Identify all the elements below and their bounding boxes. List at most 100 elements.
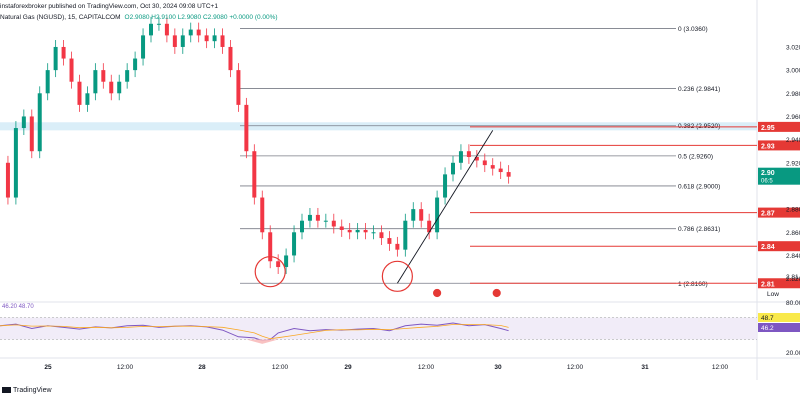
x-tick-label: 12:00 (567, 364, 584, 371)
symbol-title[interactable]: Natural Gas (NGUSD), 15, CAPITALCOM (0, 14, 121, 21)
candle-body (490, 165, 495, 169)
red-level-tag (758, 121, 800, 132)
candle-body (474, 157, 479, 161)
candle-body (307, 214, 312, 221)
y-tick-label: 2.960 (786, 114, 800, 121)
candle-body (77, 81, 82, 105)
x-tick-label: 25 (44, 364, 52, 371)
candle-body (37, 93, 42, 152)
red-level-tag-text: 2.87 (761, 211, 775, 218)
candle-body (276, 261, 281, 268)
red-level-tag (758, 241, 800, 252)
candle-body (244, 104, 249, 152)
candle-body (292, 232, 297, 256)
candle-body (164, 23, 169, 36)
rsi-oversold-fill (246, 339, 279, 344)
candle-body (435, 197, 440, 233)
y-tick-label: 2.820 (786, 276, 800, 283)
candle-body (196, 29, 201, 36)
red-level-tag-text: 2.95 (761, 125, 775, 132)
candle-body (498, 168, 503, 173)
candle-body (149, 23, 153, 36)
candle-body (29, 116, 34, 152)
fib-level-label: 0.618 (2.9000) (678, 183, 720, 190)
rsi-tag-text: 46.2 (761, 325, 774, 332)
candle-body (5, 162, 10, 198)
fib-level-label: 1 (2.8160) (678, 281, 708, 288)
symbol-line: Natural Gas (NGUSD), 15, CAPITALCOM O2.90… (0, 14, 278, 21)
rsi-tick-bottom: 20.00 (786, 350, 800, 357)
candle-body (419, 209, 424, 221)
candle-body (220, 35, 225, 47)
y-tick-label: 3.000 (786, 68, 800, 75)
candle-body (284, 255, 289, 268)
candle-body (323, 220, 328, 222)
candle-body (363, 229, 368, 233)
candle-body (387, 238, 392, 244)
highlight-circle (381, 260, 413, 292)
candle-body (188, 29, 193, 36)
current-price-text: 2.90 (761, 170, 775, 177)
candle-body (117, 81, 122, 94)
low-price-label: 2.81 (786, 274, 799, 281)
candle-body (347, 229, 352, 233)
candle-body (172, 35, 177, 47)
fib-level-label: 0.236 (2.9841) (678, 86, 720, 93)
x-tick-label: 12:00 (272, 364, 289, 371)
candle-body (371, 232, 376, 234)
candle-body (204, 35, 209, 42)
rsi-tick-top: 80.00 (786, 300, 800, 307)
us-flag-event-icon (432, 288, 443, 298)
candle-body (101, 70, 106, 82)
candle-body (180, 35, 185, 47)
y-tick-label: 2.860 (786, 230, 800, 237)
candle-body (228, 46, 233, 71)
candle-body (260, 197, 265, 233)
low-label: Low (767, 291, 779, 298)
red-level-tag (758, 140, 800, 151)
candle-body (411, 209, 416, 221)
x-tick-label: 12:00 (117, 364, 134, 371)
candle-body (482, 160, 487, 166)
red-level-tag (758, 278, 800, 289)
candle-body (69, 58, 74, 82)
candle-body (252, 151, 257, 198)
red-level-tag-text: 2.81 (761, 281, 775, 288)
candle-body (315, 214, 320, 221)
y-tick-label: 2.920 (786, 160, 800, 167)
rsi-ma-tag-text: 48.7 (761, 315, 774, 322)
candle-body (156, 23, 161, 25)
candle-body (125, 70, 130, 82)
candle-body (427, 220, 432, 233)
candle-body (93, 70, 98, 94)
us-flag-event-icon (491, 288, 502, 298)
x-tick-label: 12:00 (418, 364, 435, 371)
candle-body (236, 70, 241, 105)
rsi-ma-tag (758, 313, 800, 322)
fib-level-label: 0 (3.0360) (678, 26, 708, 33)
candle-body (85, 93, 90, 105)
candle-body (300, 220, 304, 233)
candle-body (212, 35, 217, 42)
support-zone (0, 122, 757, 131)
highlight-circle (254, 256, 286, 288)
candle-body (109, 81, 114, 94)
footer-brand[interactable]: TradingView (2, 387, 52, 394)
candle-body (268, 232, 273, 262)
candle-body (339, 226, 344, 230)
publisher-line: instaforexbroker published on TradingVie… (0, 3, 218, 10)
candle-body (133, 58, 138, 71)
red-level-tag-text: 2.93 (761, 143, 775, 150)
candle-body (53, 46, 58, 71)
y-tick-label: 2.940 (786, 137, 800, 144)
candle-body (443, 174, 448, 198)
candle-body (458, 151, 463, 163)
y-tick-label: 2.840 (786, 253, 800, 260)
x-tick-label: 12:00 (712, 364, 729, 371)
y-tick-label: 2.980 (786, 91, 800, 98)
x-tick-label: 31 (641, 364, 649, 371)
rsi-tag (758, 323, 800, 332)
candle-body (466, 151, 471, 157)
